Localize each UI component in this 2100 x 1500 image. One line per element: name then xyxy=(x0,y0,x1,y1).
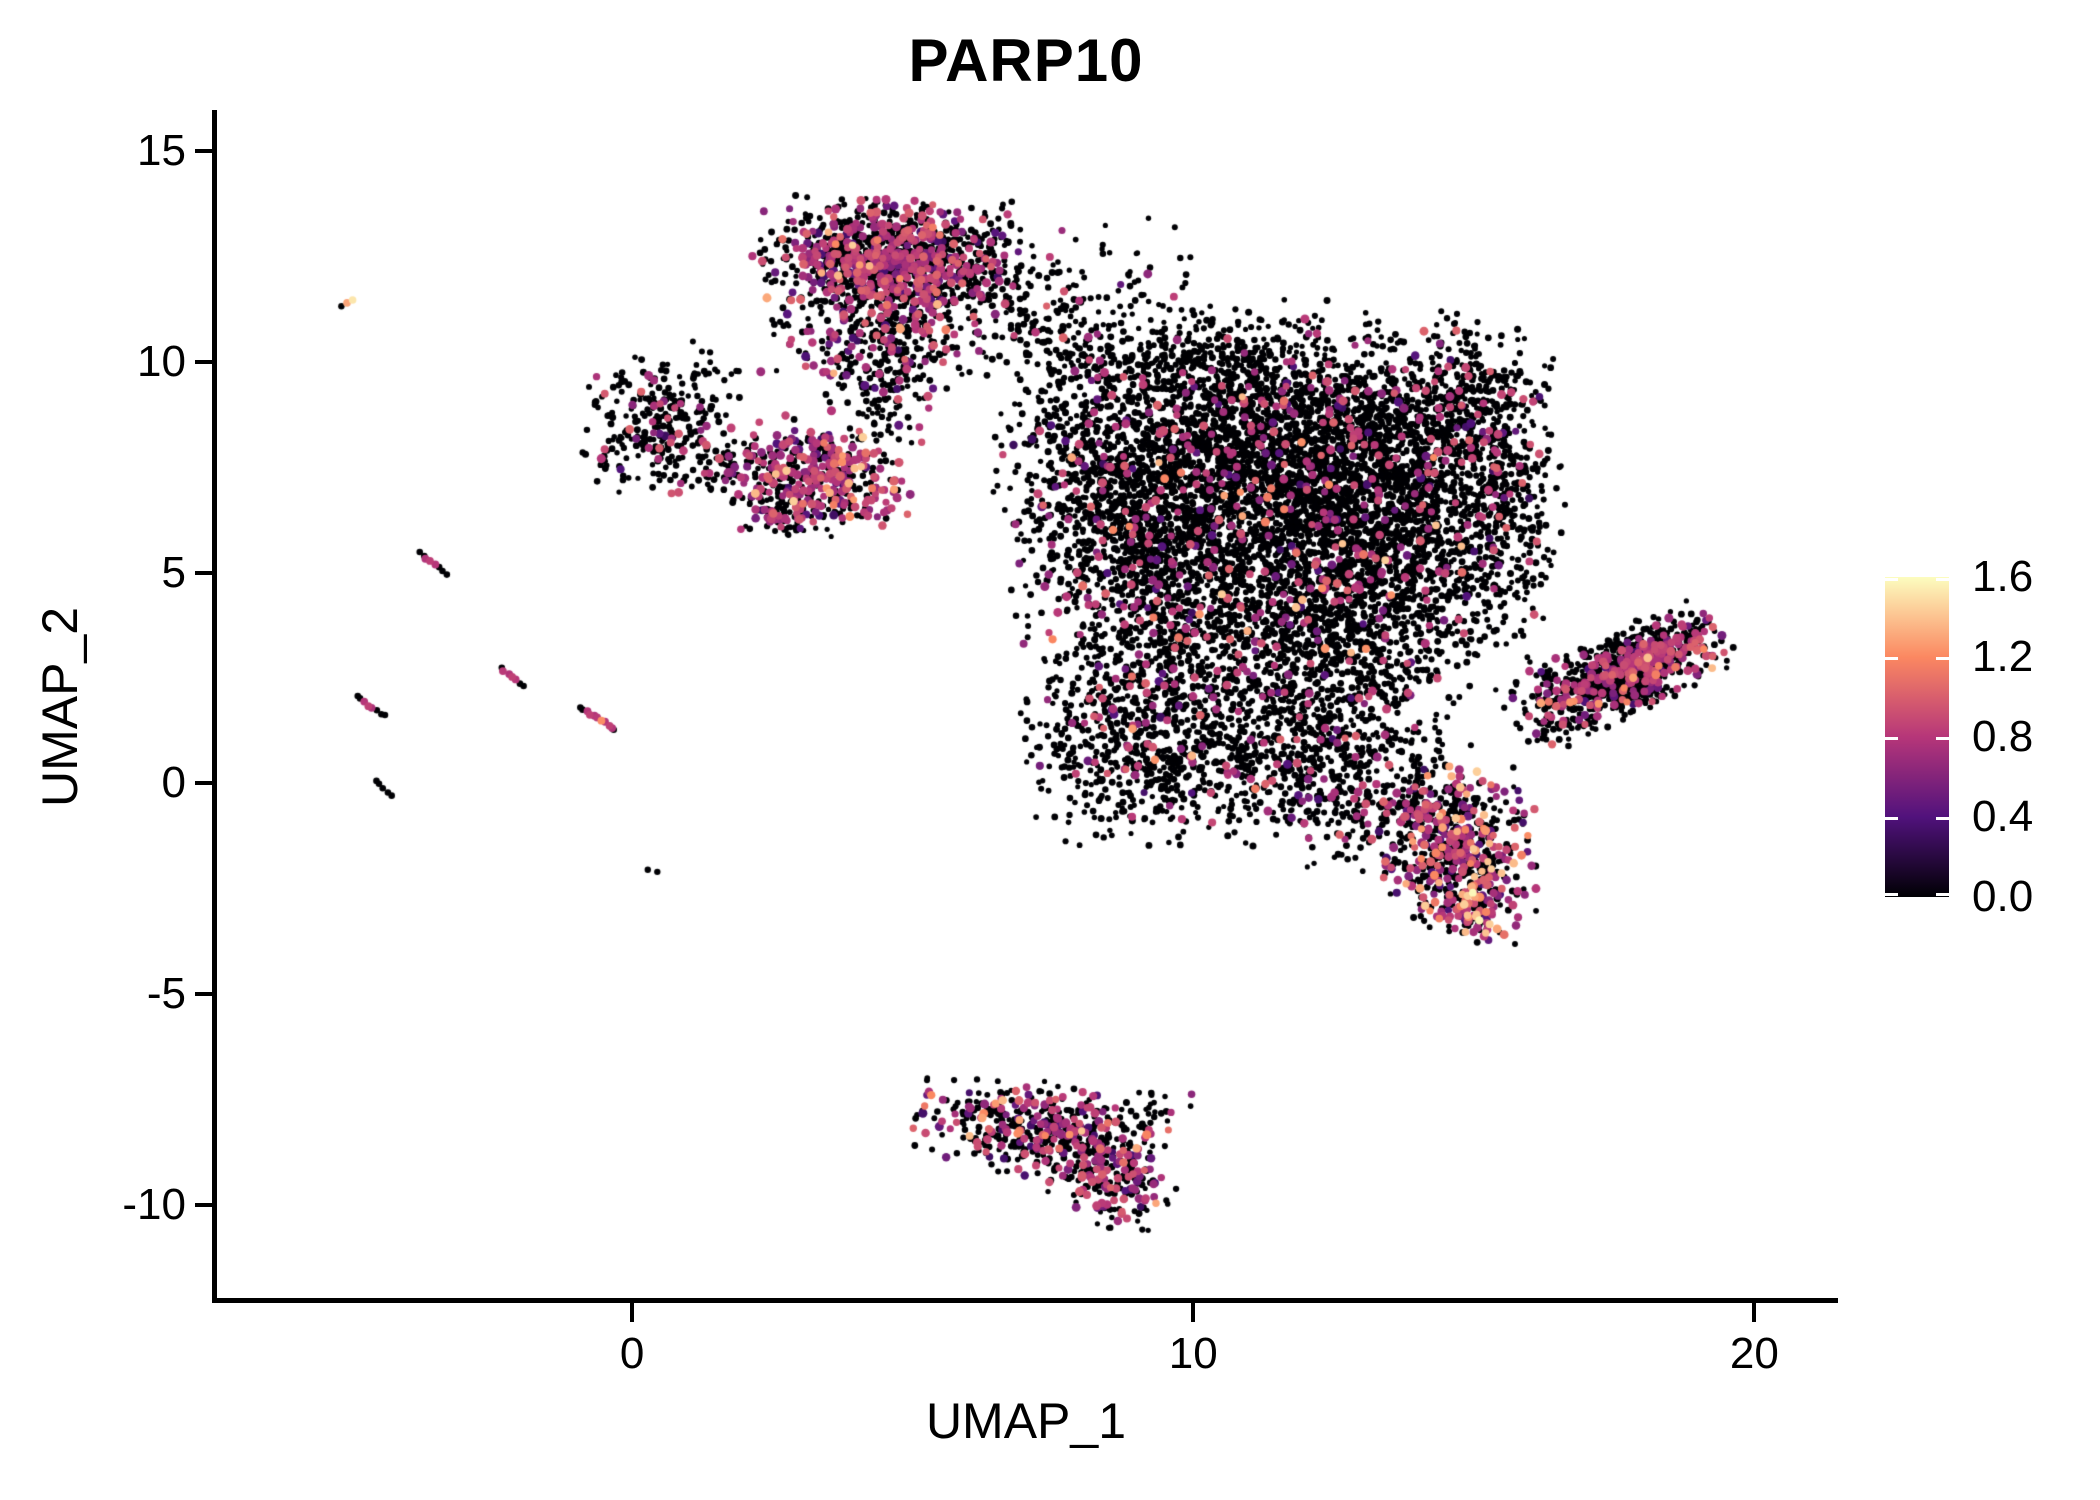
y-tick-label-10: 10 xyxy=(137,336,186,386)
colorbar-label-1.6: 1.6 xyxy=(1972,552,2034,601)
y-axis-line xyxy=(212,110,217,1303)
x-tick-10 xyxy=(1191,1303,1196,1322)
y-tick-5 xyxy=(195,570,214,575)
x-tick-label-10: 10 xyxy=(1168,1329,1218,1378)
y-tick-0 xyxy=(195,781,214,786)
y-tick-label-5: 5 xyxy=(161,547,186,597)
colorbar-tick-0.8 xyxy=(1936,737,1949,740)
colorbar-tick-0.0 xyxy=(1885,893,1898,896)
y-tick-10 xyxy=(195,359,214,364)
y-tick-15 xyxy=(195,149,214,154)
y-tick-label--5: -5 xyxy=(146,969,186,1019)
colorbar-tick-1.6 xyxy=(1885,578,1898,581)
y-tick--5 xyxy=(195,992,214,997)
y-tick-label-15: 15 xyxy=(137,126,186,176)
plot-title: PARP10 xyxy=(908,27,1144,94)
colorbar-tick-0.0 xyxy=(1936,893,1949,896)
colorbar-label-0.4: 0.4 xyxy=(1972,792,2034,841)
x-tick-20 xyxy=(1752,1303,1757,1322)
x-tick-label-20: 20 xyxy=(1729,1329,1779,1378)
colorbar-label-1.2: 1.2 xyxy=(1972,632,2034,681)
y-tick--10 xyxy=(195,1202,214,1207)
y-tick-label-0: 0 xyxy=(161,758,186,808)
x-axis-title: UMAP_1 xyxy=(925,1393,1127,1449)
colorbar-tick-1.2 xyxy=(1885,657,1898,660)
colorbar-label-0.0: 0.0 xyxy=(1972,872,2034,921)
colorbar-tick-0.8 xyxy=(1885,737,1898,740)
colorbar-tick-0.4 xyxy=(1885,817,1898,820)
colorbar-tick-0.4 xyxy=(1936,817,1949,820)
x-axis-line xyxy=(212,1298,1838,1303)
colorbar-label-0.8: 0.8 xyxy=(1972,712,2034,761)
colorbar-tick-1.2 xyxy=(1936,657,1949,660)
colorbar-tick-1.6 xyxy=(1936,578,1949,581)
x-tick-0 xyxy=(630,1303,635,1322)
y-axis-title: UMAP_2 xyxy=(32,606,88,808)
y-tick-label--10: -10 xyxy=(122,1179,186,1229)
x-tick-label-0: 0 xyxy=(619,1329,645,1378)
